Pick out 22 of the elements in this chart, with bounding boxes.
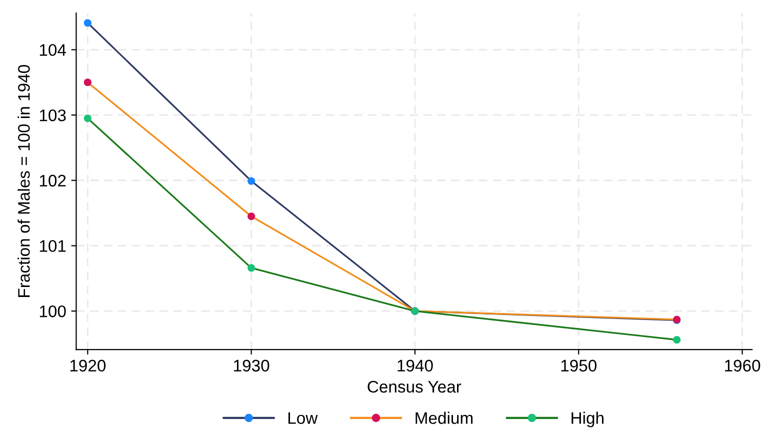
point (84, 78, 92, 86)
y-axis-title: Fraction of Males = 100 in 1940 (18, 65, 30, 297)
legend-label: Low (288, 412, 318, 424)
y-tick-label: 101 (40, 240, 66, 252)
y-tick-label: 102 (40, 174, 66, 187)
point (248, 264, 256, 272)
point (84, 19, 92, 27)
x-tick-label: 1920 (70, 360, 106, 372)
point (248, 212, 256, 220)
x-tick-label: 1940 (398, 360, 433, 372)
legend-label: Medium (416, 412, 473, 424)
point (84, 114, 92, 122)
x-tick-label: 1960 (725, 360, 760, 372)
x-tick-label: 1930 (234, 360, 270, 372)
y-tick-label: 103 (40, 109, 66, 122)
point (673, 336, 681, 344)
legend-label: High (572, 412, 604, 428)
y-tick-label: 100 (40, 305, 66, 318)
x-tick-label: 1950 (561, 360, 597, 372)
x-axis-title: Census Year (368, 380, 462, 393)
y-tick-label: 104 (40, 44, 66, 56)
point (248, 177, 256, 185)
